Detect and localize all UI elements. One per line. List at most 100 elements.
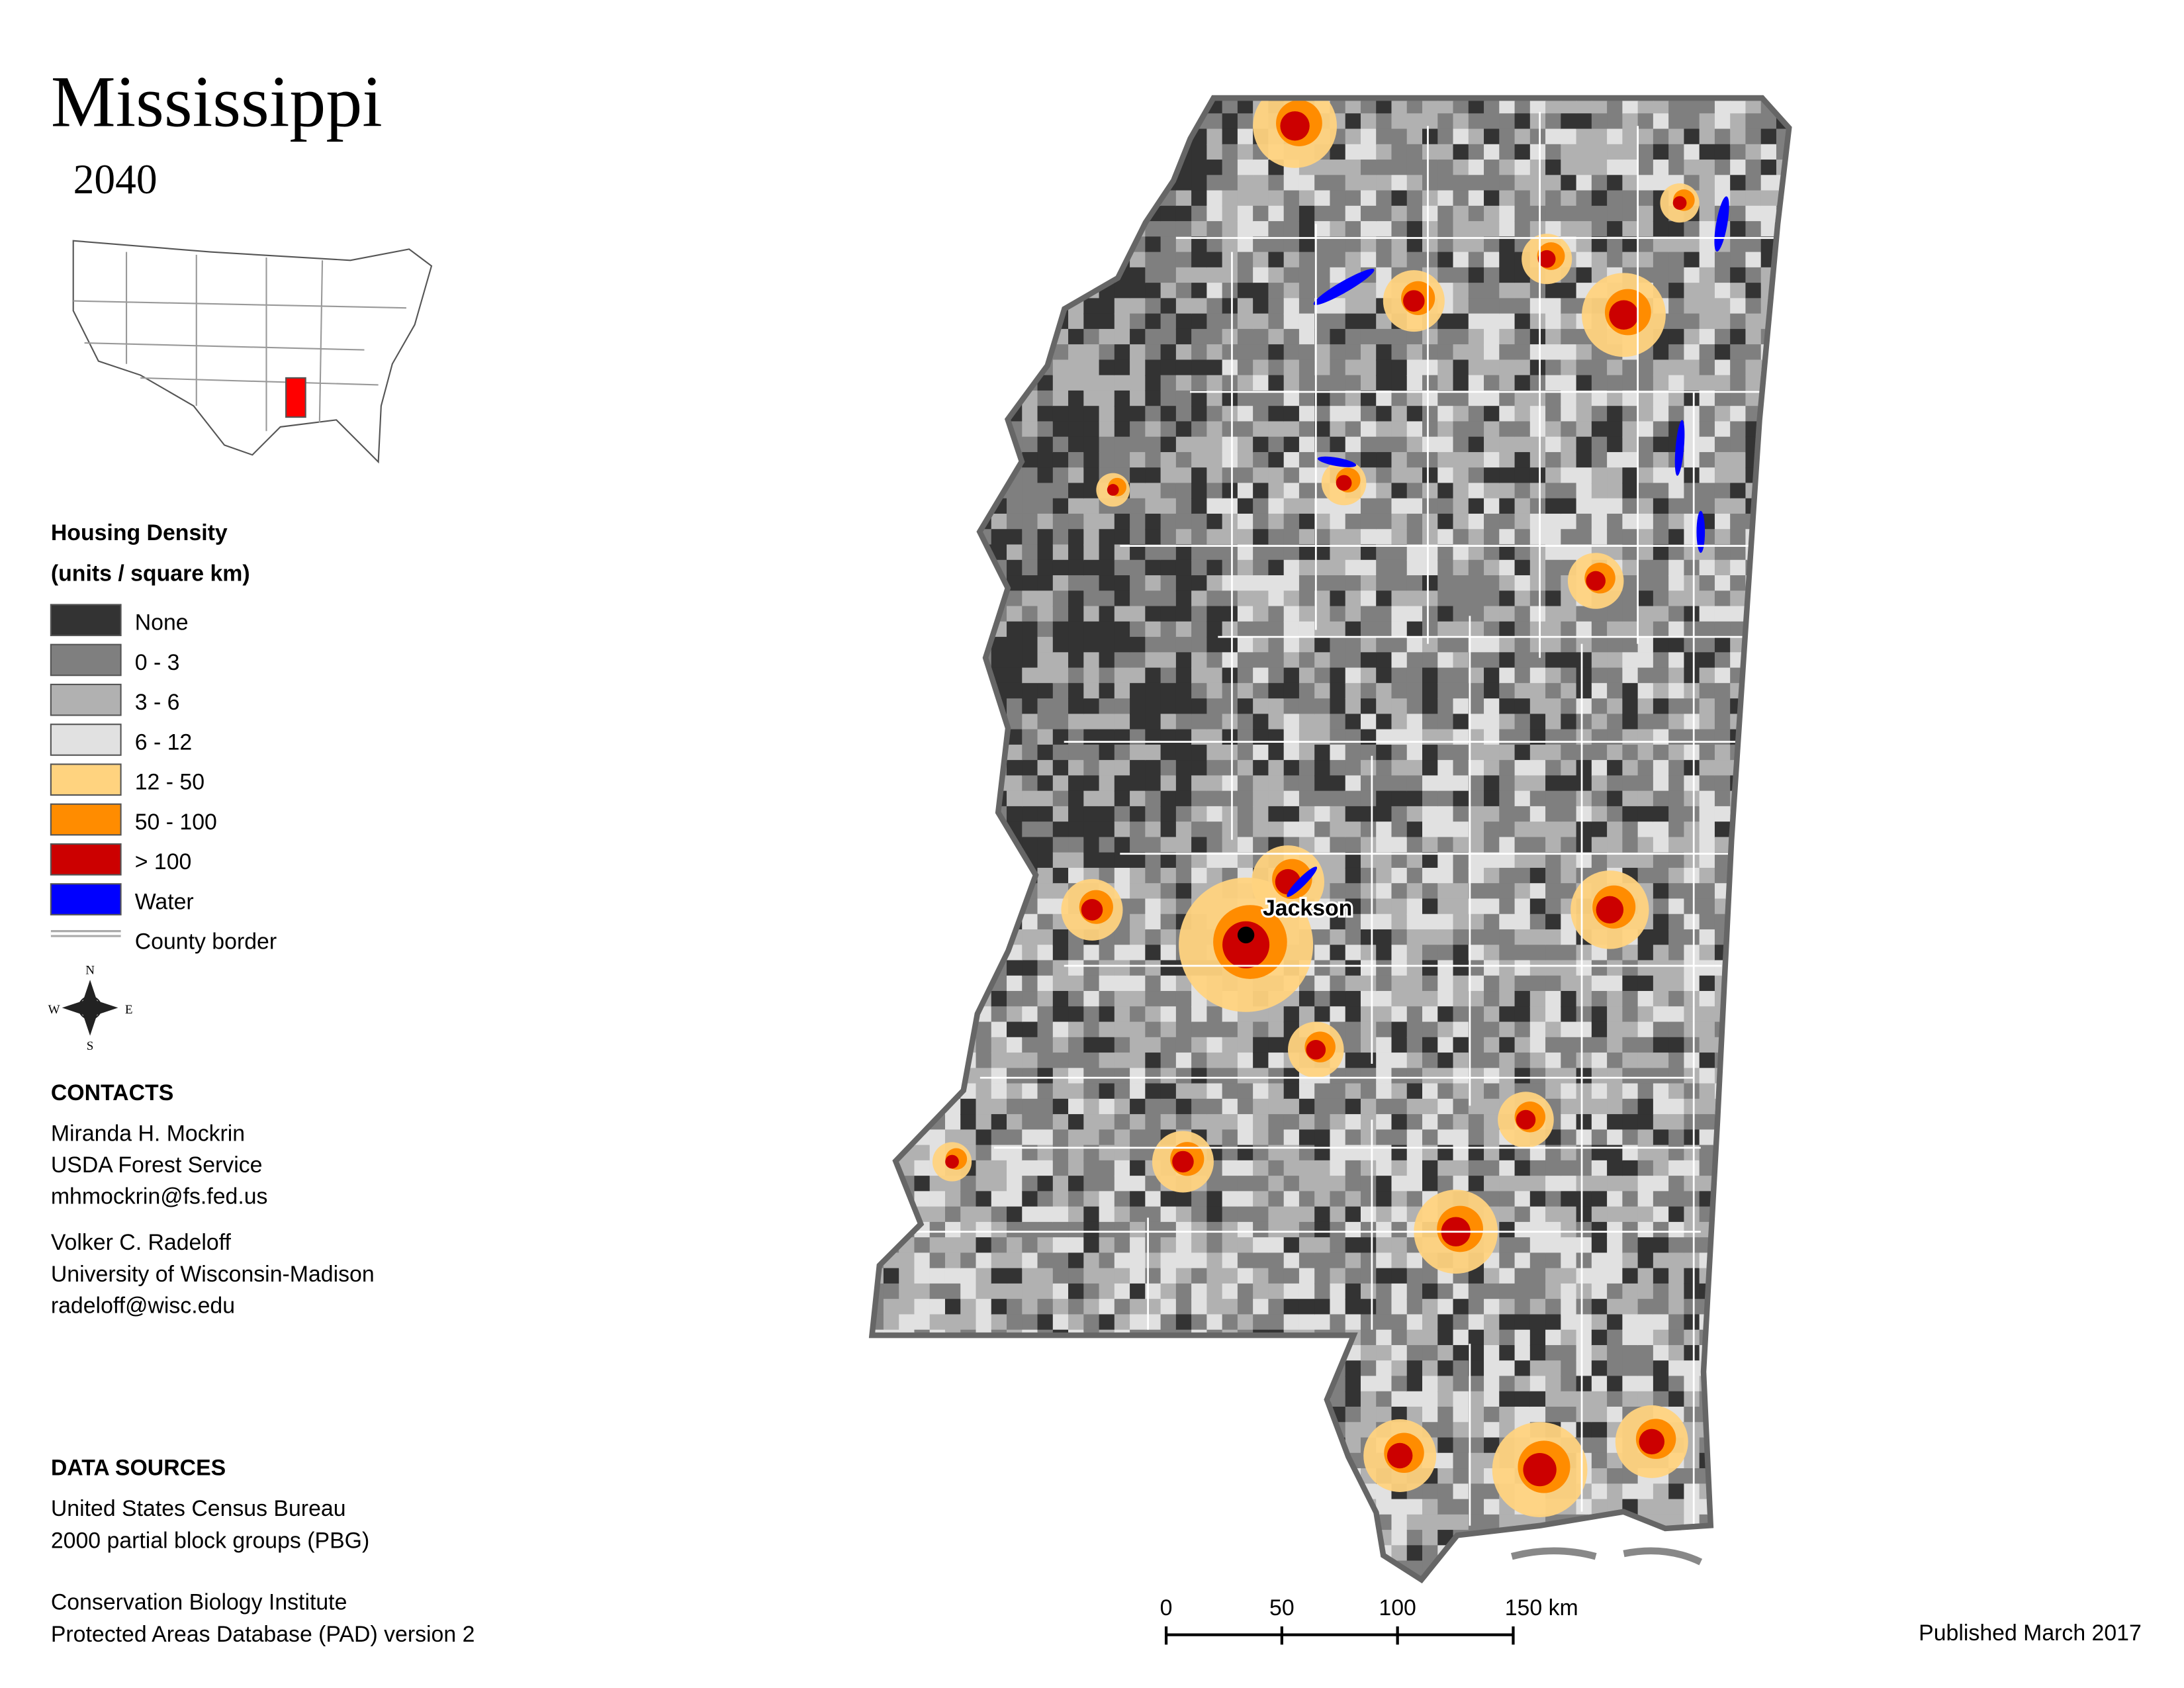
density-cell — [899, 760, 915, 776]
density-cell — [1391, 1006, 1408, 1023]
density-cell — [1591, 975, 1608, 992]
density-cell — [1007, 375, 1023, 391]
density-cell — [1191, 436, 1208, 453]
density-cell — [1114, 1360, 1131, 1377]
density-cell — [1037, 744, 1054, 761]
density-cell — [1360, 175, 1377, 191]
density-cell — [1130, 1314, 1146, 1331]
density-cell — [899, 1114, 915, 1131]
density-cell — [976, 175, 992, 191]
density-cell — [875, 1176, 885, 1192]
density-cell — [1206, 406, 1223, 422]
density-cell — [1576, 267, 1592, 284]
density-cell — [1391, 483, 1408, 499]
density-cell — [1314, 714, 1331, 730]
density-cell — [1345, 344, 1362, 361]
density-cell — [1175, 1545, 1193, 1562]
density-cell — [1406, 1283, 1424, 1300]
density-cell — [1330, 1083, 1346, 1100]
density-cell — [1052, 544, 1069, 561]
density-cell — [1037, 1530, 1054, 1546]
density-cell — [960, 298, 977, 314]
density-cell — [899, 883, 915, 900]
density-cell — [944, 883, 962, 900]
density-cell — [1545, 421, 1562, 438]
density-cell — [1545, 1083, 1562, 1100]
density-cell — [1175, 729, 1193, 745]
density-cell — [1145, 375, 1161, 391]
density-cell — [929, 945, 946, 961]
density-cell — [1468, 1391, 1485, 1408]
density-cell — [883, 1560, 900, 1576]
density-cell — [1406, 359, 1424, 376]
density-cell — [1037, 267, 1054, 284]
density-cell — [1206, 283, 1223, 299]
density-cell — [1345, 621, 1362, 638]
density-cell — [1622, 559, 1639, 577]
density-cell — [1406, 1360, 1424, 1377]
density-cell — [1052, 267, 1069, 284]
density-cell — [1422, 252, 1439, 268]
density-cell — [1484, 529, 1500, 545]
density-cell — [1591, 160, 1608, 176]
density-cell — [1360, 1299, 1377, 1315]
density-cell — [929, 221, 946, 238]
density-cell — [1130, 667, 1146, 684]
density-cell — [1514, 1053, 1531, 1069]
density-cell — [914, 867, 931, 884]
density-cell — [899, 513, 915, 530]
density-cell — [929, 190, 946, 207]
density-cell — [1499, 682, 1516, 700]
density-cell — [1160, 559, 1177, 577]
density-cell — [1360, 375, 1377, 391]
density-cell — [1607, 1483, 1623, 1500]
density-cell — [1268, 637, 1285, 653]
density-cell — [991, 898, 1008, 915]
density-cell — [1283, 390, 1300, 407]
density-cell — [1591, 1037, 1608, 1054]
density-cell — [1068, 190, 1085, 207]
density-cell — [1068, 1252, 1085, 1269]
density-cell — [1437, 390, 1454, 407]
density-cell — [1376, 1053, 1392, 1069]
density-cell — [1437, 667, 1454, 684]
density-cell — [1406, 175, 1424, 191]
density-cell — [1406, 1083, 1424, 1100]
density-cell — [914, 1407, 931, 1423]
density-cell — [1314, 513, 1331, 530]
density-cell — [1345, 175, 1362, 191]
density-cell — [1607, 1191, 1623, 1207]
density-cell — [1561, 529, 1577, 545]
density-cell — [1007, 1221, 1023, 1239]
density-cell — [1253, 1376, 1269, 1392]
density-cell — [1376, 267, 1392, 284]
density-cell — [1114, 1483, 1131, 1500]
density-cell — [1099, 714, 1115, 730]
density-cell — [991, 1560, 1008, 1576]
density-cell — [976, 714, 992, 730]
density-cell — [1298, 1468, 1316, 1485]
density-cell — [1529, 883, 1547, 900]
density-cell — [976, 1422, 992, 1438]
density-cell — [1268, 236, 1285, 253]
density-cell — [1360, 929, 1377, 946]
density-cell — [1298, 1268, 1316, 1284]
density-cell — [1561, 621, 1577, 638]
density-cell — [960, 1483, 977, 1500]
density-cell — [899, 1268, 915, 1284]
density-cell — [1484, 128, 1500, 145]
density-cell — [1145, 637, 1161, 653]
density-cell — [1298, 1437, 1316, 1454]
density-cell — [1175, 837, 1193, 853]
density-cell — [1160, 914, 1177, 931]
density-cell — [1484, 252, 1500, 268]
density-cell — [1376, 252, 1392, 268]
density-cell — [1514, 128, 1531, 145]
density-cell — [1484, 101, 1500, 115]
density-cell — [1360, 190, 1377, 207]
density-cell — [1206, 1376, 1223, 1392]
density-cell — [976, 1176, 992, 1192]
density-cell — [1653, 160, 1670, 176]
density-cell — [1437, 1098, 1454, 1115]
density-cell — [1114, 790, 1131, 807]
